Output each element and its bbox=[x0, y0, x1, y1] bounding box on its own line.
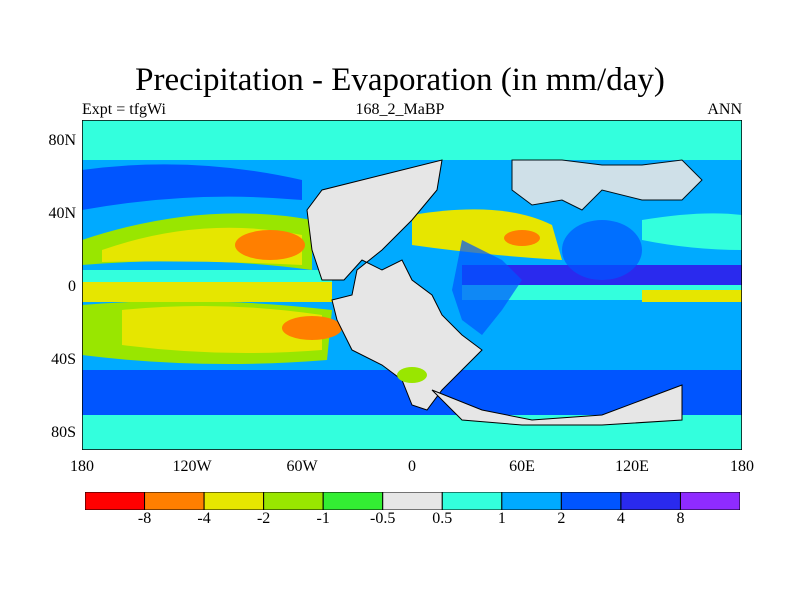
interior-plateau bbox=[452, 240, 522, 335]
north-storm-band bbox=[82, 164, 302, 210]
colorbar-swatch bbox=[501, 492, 562, 510]
x-tick: 180 bbox=[730, 458, 754, 475]
colorbar-label: -1 bbox=[316, 510, 330, 527]
colorbar-label: 1 bbox=[497, 510, 506, 527]
season-label: ANN bbox=[707, 101, 742, 118]
y-tick: 80S bbox=[51, 424, 76, 441]
y-tick: 40S bbox=[51, 351, 76, 368]
colorbar-swatch bbox=[382, 492, 443, 510]
colorbar-label: -2 bbox=[256, 510, 271, 527]
south-pacific-yellow bbox=[122, 306, 322, 354]
colorbar-label: 0.5 bbox=[432, 510, 453, 527]
colorbar bbox=[85, 492, 740, 510]
y-tick: 40N bbox=[48, 205, 76, 222]
arctic-band bbox=[82, 120, 742, 160]
southern-dry-patch bbox=[397, 367, 427, 383]
colorbar-label: -0.5 bbox=[370, 510, 396, 527]
colorbar-label: -8 bbox=[137, 510, 152, 527]
equatorial-dry bbox=[82, 282, 332, 302]
east-ocean-dry bbox=[642, 290, 742, 302]
x-tick: 120E bbox=[615, 458, 649, 475]
y-tick: 0 bbox=[68, 278, 76, 295]
colorbar-label: 4 bbox=[616, 510, 625, 527]
south-pacific-max bbox=[282, 316, 342, 340]
colorbar-label: 8 bbox=[676, 510, 685, 527]
chart-title: Precipitation - Evaporation (in mm/day) bbox=[135, 62, 665, 98]
precip-evap-map bbox=[82, 120, 742, 450]
colorbar-swatch bbox=[322, 492, 384, 510]
period-label: 168_2_MaBP bbox=[355, 101, 445, 118]
colorbar-swatch bbox=[441, 492, 503, 510]
east-land-wet bbox=[562, 220, 642, 280]
colorbar-swatch bbox=[263, 492, 324, 510]
experiment-label: Expt = tfgWi bbox=[82, 101, 166, 118]
colorbar-swatch bbox=[203, 492, 265, 510]
central-sea-max bbox=[504, 230, 540, 246]
southern-continent bbox=[431, 384, 683, 426]
x-tick: 60W bbox=[286, 458, 318, 475]
equatorial-band bbox=[82, 270, 332, 282]
eastern-continent bbox=[511, 159, 703, 211]
colorbar-swatch bbox=[679, 492, 740, 510]
x-tick: 0 bbox=[408, 458, 416, 475]
colorbar-swatch bbox=[560, 492, 622, 510]
east-ocean-dry-north bbox=[642, 213, 742, 250]
x-tick: 180 bbox=[70, 458, 94, 475]
north-pacific-max bbox=[235, 230, 305, 260]
x-tick: 120W bbox=[172, 458, 212, 475]
central-sea-dry bbox=[412, 209, 562, 260]
colorbar-label: 2 bbox=[557, 510, 566, 527]
colorbar-swatch bbox=[144, 492, 205, 510]
colorbar-swatch bbox=[620, 492, 681, 510]
y-tick: 80N bbox=[48, 132, 76, 149]
x-tick: 60E bbox=[509, 458, 535, 475]
main-continent bbox=[306, 159, 483, 411]
colorbar-swatch bbox=[85, 492, 146, 510]
colorbar-label: -4 bbox=[197, 510, 211, 527]
